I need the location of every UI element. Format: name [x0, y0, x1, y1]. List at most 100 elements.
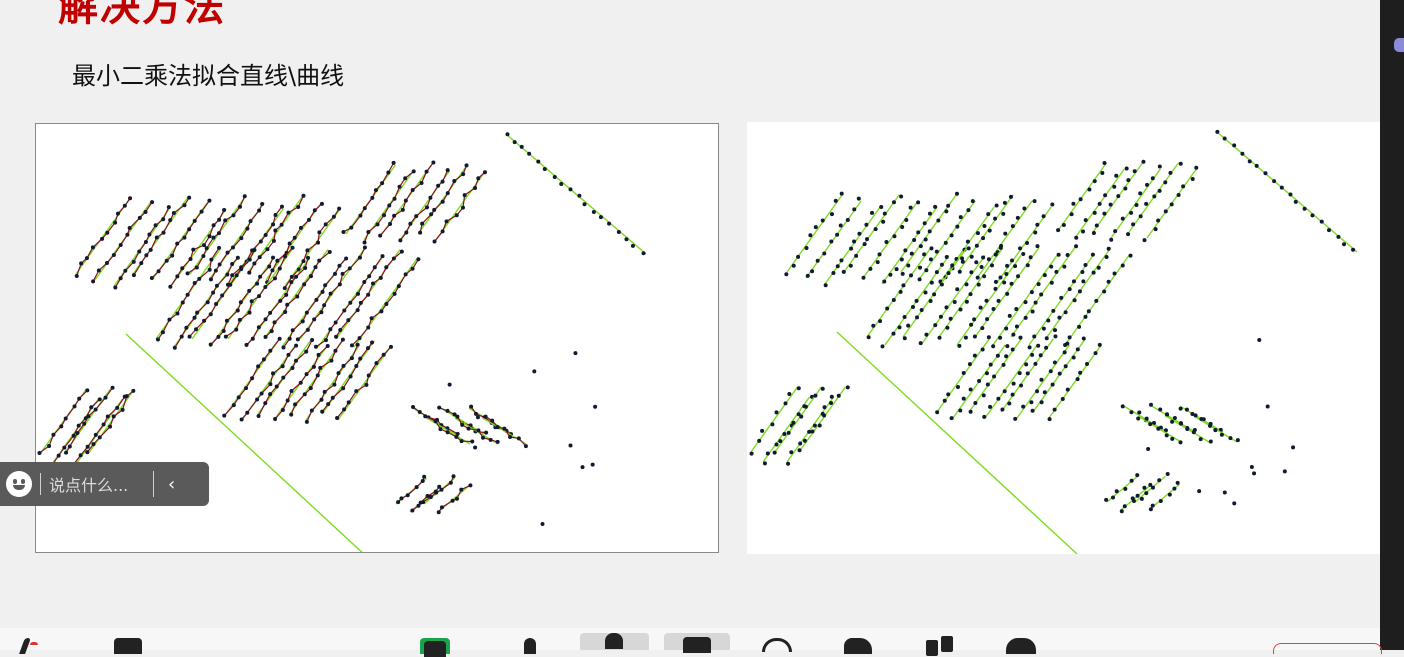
collapse-chevron-icon[interactable]: ‹	[168, 473, 176, 495]
sample-point	[265, 247, 270, 252]
sample-point	[1153, 227, 1158, 232]
sample-point	[884, 240, 889, 245]
sample-point	[1011, 332, 1016, 337]
sample-point	[115, 211, 120, 216]
participants-icon[interactable]	[520, 636, 542, 654]
chat-icon[interactable]	[664, 633, 730, 653]
emoji-icon[interactable]	[6, 471, 32, 497]
sample-point	[277, 266, 282, 271]
sample-point	[230, 273, 235, 278]
sample-point	[1046, 318, 1051, 323]
sample-point	[1038, 353, 1043, 358]
sample-point	[1032, 199, 1037, 204]
sample-point	[346, 318, 351, 323]
sample-point	[891, 200, 896, 205]
sample-point	[982, 224, 987, 229]
raise-hand-icon[interactable]	[842, 636, 876, 654]
sample-point	[1137, 410, 1142, 415]
sample-point	[1044, 336, 1049, 341]
camera-off-icon[interactable]	[112, 636, 148, 654]
sample-point	[341, 229, 346, 234]
sample-point	[448, 480, 453, 485]
sample-point	[400, 207, 405, 212]
sample-point	[967, 362, 972, 367]
sample-point	[1252, 471, 1257, 476]
sample-point	[849, 246, 854, 251]
fit-line	[824, 206, 881, 285]
sample-point	[470, 439, 475, 444]
sample-point	[257, 255, 262, 260]
sample-point	[924, 332, 929, 337]
members-icon[interactable]	[580, 633, 649, 650]
fit-line	[786, 194, 843, 273]
apps-icon[interactable]	[926, 636, 956, 656]
sample-point	[90, 245, 95, 250]
sample-point	[1198, 437, 1203, 442]
sample-point	[410, 508, 415, 513]
sample-point	[990, 263, 995, 268]
sample-point	[322, 303, 327, 308]
sample-point	[1056, 252, 1061, 257]
sample-point	[981, 236, 986, 241]
sample-point	[272, 320, 277, 325]
sample-point	[103, 395, 108, 400]
sample-point	[1080, 270, 1085, 275]
sample-point	[337, 206, 342, 211]
sample-point	[1092, 179, 1097, 184]
fit-line	[337, 346, 391, 421]
sample-point	[1282, 469, 1287, 474]
mic-muted-icon[interactable]	[19, 636, 44, 654]
sample-point	[1327, 228, 1332, 233]
share-screen-icon[interactable]	[420, 636, 452, 657]
sample-point	[306, 217, 311, 222]
sample-point	[1002, 280, 1007, 285]
sample-point	[1157, 188, 1162, 193]
sample-point	[1022, 206, 1027, 211]
sample-point	[1170, 436, 1175, 441]
sample-point	[433, 419, 438, 424]
slide-heading: 解决方法	[58, 0, 226, 30]
sample-point	[454, 213, 459, 218]
sample-point	[330, 395, 335, 400]
sample-point	[436, 183, 441, 188]
sample-point	[922, 252, 927, 257]
sample-point	[1092, 210, 1097, 215]
sample-point	[927, 211, 932, 216]
sample-point	[47, 444, 52, 449]
sample-point	[966, 208, 971, 213]
sample-point	[1017, 371, 1022, 376]
sample-point	[269, 329, 274, 334]
leave-meeting-button[interactable]	[1273, 643, 1382, 654]
sample-point	[280, 364, 285, 369]
sample-point	[79, 261, 84, 266]
sample-point	[791, 263, 796, 268]
sample-point	[1083, 314, 1088, 319]
sample-point	[1135, 473, 1140, 478]
sample-point	[979, 264, 984, 269]
fit-curve	[422, 475, 455, 503]
sample-point	[988, 362, 993, 367]
sample-point	[346, 400, 351, 405]
sample-point	[247, 288, 252, 293]
sample-point	[957, 269, 962, 274]
sample-point	[1165, 472, 1170, 477]
sample-point	[111, 414, 116, 419]
sample-point	[993, 216, 998, 221]
sample-point	[74, 274, 79, 279]
record-icon[interactable]	[762, 636, 794, 652]
sample-point	[1000, 407, 1005, 412]
chat-input-bar[interactable]: 说点什么... ‹	[0, 462, 209, 506]
sample-point	[1069, 212, 1074, 217]
sample-point	[348, 300, 353, 305]
sample-point	[110, 385, 115, 390]
sample-point	[1175, 480, 1180, 485]
sample-point	[1071, 201, 1076, 206]
sample-point	[387, 203, 392, 208]
sample-point	[195, 310, 200, 315]
sample-point	[369, 316, 374, 321]
sample-point	[194, 265, 199, 270]
chat-input-placeholder[interactable]: 说点什么...	[49, 476, 129, 495]
sample-point	[305, 248, 310, 253]
sample-point	[445, 430, 450, 435]
settings-icon[interactable]	[1004, 636, 1038, 654]
